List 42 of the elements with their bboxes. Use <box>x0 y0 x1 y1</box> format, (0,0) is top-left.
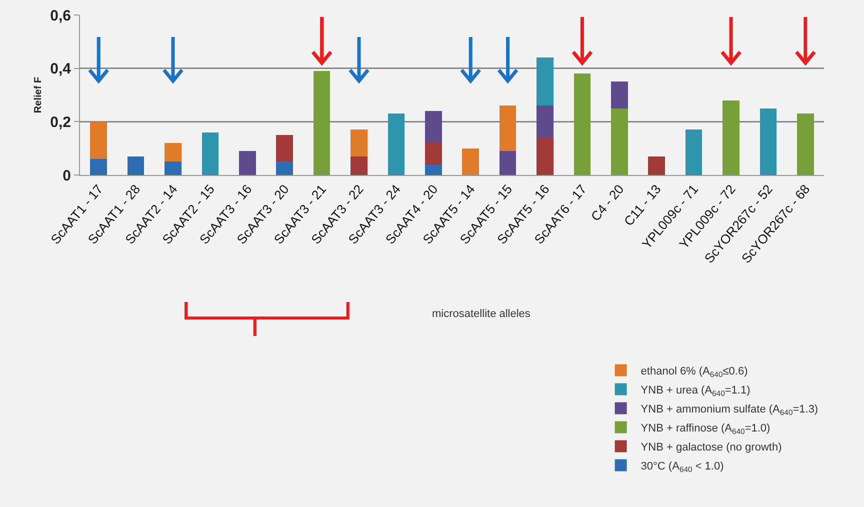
bar <box>611 108 628 175</box>
bar <box>536 138 554 175</box>
legend-label: YNB + raffinose (A$_{640}$=1.0) <box>640 422 770 436</box>
y-tick-label: 0,2 <box>50 114 71 131</box>
y-tick-label: 0,6 <box>50 7 71 24</box>
legend-label: ethanol 6% (A$_{640}$≤0.6) <box>640 366 748 379</box>
legend-label: YNB + galactose (no growth) <box>640 442 782 454</box>
bar <box>90 122 107 159</box>
bar <box>239 151 256 175</box>
bar <box>685 130 702 175</box>
bar <box>462 148 479 175</box>
bar <box>388 114 405 175</box>
bar <box>425 111 442 143</box>
legend-label: YNB + ammonium sulfate (A$_{640}$=1.3) <box>640 404 818 417</box>
bar <box>536 106 554 138</box>
bar <box>202 132 219 175</box>
y-axis-title: Relief F <box>33 76 44 114</box>
bar <box>276 135 293 162</box>
bar <box>276 162 293 175</box>
x-axis-title: microsatellite alleles <box>432 308 531 320</box>
legend-label: YNB + urea (A$_{640}$=1.1) <box>640 384 750 398</box>
bar <box>499 151 516 175</box>
bar <box>574 74 591 175</box>
legend-label: 30°C (A$_{640}$ < 1.0) <box>640 460 724 474</box>
bar <box>425 164 442 175</box>
y-tick-label: 0 <box>62 167 71 184</box>
bar <box>425 143 442 164</box>
bar <box>90 159 107 175</box>
bar <box>350 156 368 175</box>
bar <box>127 156 144 175</box>
y-tick-label: 0,4 <box>50 60 72 78</box>
bar <box>350 130 368 156</box>
bar <box>313 71 330 175</box>
bar <box>722 100 740 175</box>
bar <box>164 143 182 162</box>
bar <box>536 58 554 106</box>
bar <box>760 108 777 175</box>
bar <box>611 82 628 108</box>
bar <box>797 114 814 175</box>
bar <box>499 106 516 151</box>
bar <box>648 156 665 175</box>
bar <box>164 162 182 175</box>
